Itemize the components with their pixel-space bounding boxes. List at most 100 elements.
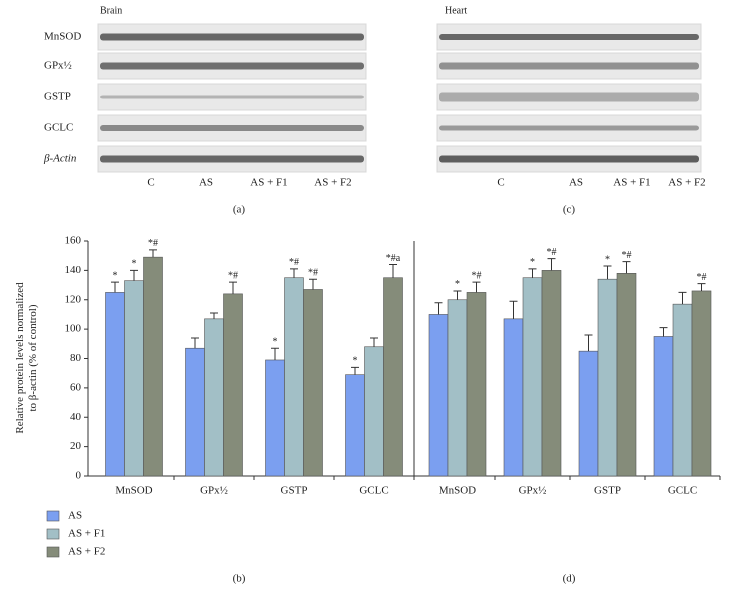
bar xyxy=(364,346,384,477)
error-bar xyxy=(528,268,537,278)
y-tick-label: 160 xyxy=(65,235,82,247)
bar xyxy=(541,270,562,477)
x-tick-label: GSTP xyxy=(281,485,308,497)
y-axis-label-line: to β-actin (% of control) xyxy=(27,304,39,411)
bar xyxy=(672,303,693,477)
panel-caption: (b) xyxy=(233,573,246,585)
blot-lane-label: C xyxy=(497,177,504,189)
blot-lane-label: AS xyxy=(569,177,583,189)
y-axis-label: Relative protein levels normalizedto β-a… xyxy=(14,282,39,434)
legend-label: AS + F1 xyxy=(68,528,105,540)
bar xyxy=(223,293,243,477)
blot-row-label: GCLC xyxy=(44,122,73,134)
x-tick-label: GPx½ xyxy=(519,485,547,497)
blot-band xyxy=(439,155,699,163)
y-tick-label: 140 xyxy=(65,264,82,276)
y-tick-label: 20 xyxy=(70,440,82,452)
error-bar xyxy=(370,337,378,347)
x-tick-label: MnSOD xyxy=(439,485,476,497)
blot-lane-label: AS + F1 xyxy=(613,177,650,189)
panel-caption: (d) xyxy=(563,573,576,585)
error-bar xyxy=(547,258,556,271)
significance-label: *# xyxy=(547,247,557,258)
bar xyxy=(691,290,712,477)
y-tick-label: 40 xyxy=(70,411,82,423)
significance-label: *# xyxy=(228,270,238,281)
bar xyxy=(124,280,144,477)
blot-band xyxy=(100,33,364,41)
blot-band xyxy=(100,95,364,99)
error-bar xyxy=(290,268,298,278)
y-tick-label: 80 xyxy=(70,352,82,364)
significance-label: *# xyxy=(697,272,707,283)
blot-row-label: MnSOD xyxy=(44,31,81,43)
error-bar xyxy=(453,290,462,300)
bar xyxy=(503,318,524,477)
blot-row-label: β-Actin xyxy=(43,153,77,165)
blot-band xyxy=(100,155,364,163)
legend-swatch xyxy=(46,510,60,522)
blot-title: Brain xyxy=(100,5,122,16)
blot-row-label: GPx½ xyxy=(44,60,72,72)
bar xyxy=(597,278,618,477)
error-bar xyxy=(229,281,237,294)
blot-lane-label: AS + F2 xyxy=(314,177,351,189)
bar xyxy=(428,314,449,477)
x-tick-label: GPx½ xyxy=(200,485,228,497)
blot-lane-label: AS + F2 xyxy=(668,177,705,189)
significance-label: * xyxy=(132,259,137,270)
significance-label: * xyxy=(455,279,460,290)
error-bar xyxy=(309,278,317,290)
bar xyxy=(466,292,487,477)
x-tick-label: GSTP xyxy=(594,485,621,497)
blot-row-label: GSTP xyxy=(44,91,71,103)
bar xyxy=(303,289,323,477)
y-tick-label: 0 xyxy=(76,470,82,482)
legend-label: AS xyxy=(68,510,82,522)
bar xyxy=(578,350,599,477)
x-tick-label: MnSOD xyxy=(115,485,152,497)
y-tick-label: 100 xyxy=(65,323,82,335)
bar xyxy=(143,256,163,477)
y-tick-label: 120 xyxy=(65,293,82,305)
error-bar xyxy=(271,347,279,360)
legend-label: AS + F2 xyxy=(68,546,105,558)
error-bar xyxy=(149,249,157,258)
significance-label: *# xyxy=(308,267,318,278)
bar xyxy=(204,318,224,477)
significance-label: * xyxy=(353,356,358,367)
bar xyxy=(265,359,285,477)
y-axis-label-line: Relative protein levels normalized xyxy=(14,282,26,434)
error-bar xyxy=(434,302,443,315)
x-tick-label: GCLC xyxy=(668,485,697,497)
legend-swatch xyxy=(46,546,60,558)
bar xyxy=(383,277,403,477)
legend-swatch xyxy=(46,528,60,540)
x-tick-label: GCLC xyxy=(359,485,388,497)
error-bar xyxy=(603,265,612,280)
bar xyxy=(105,292,125,477)
blot-band xyxy=(439,92,699,102)
error-bar xyxy=(111,281,119,293)
significance-label: * xyxy=(273,337,278,348)
bar xyxy=(447,299,468,477)
error-bar xyxy=(389,264,397,278)
error-bar xyxy=(678,291,687,305)
significance-label: * xyxy=(605,254,610,265)
bar xyxy=(522,277,543,477)
blot-band xyxy=(439,34,699,40)
error-bar xyxy=(130,269,138,281)
panel-caption: (c) xyxy=(563,204,576,216)
bar xyxy=(616,273,637,477)
y-tick-label: 60 xyxy=(70,381,82,393)
error-bar xyxy=(472,281,481,293)
bar xyxy=(185,347,205,477)
error-bar xyxy=(210,312,218,319)
blot-lane-label: C xyxy=(147,177,154,189)
blot-band xyxy=(439,125,699,131)
bar xyxy=(653,336,674,477)
significance-label: * xyxy=(113,270,118,281)
error-bar xyxy=(509,300,518,319)
blot-lane-label: AS + F1 xyxy=(250,177,287,189)
error-bar xyxy=(351,366,359,375)
